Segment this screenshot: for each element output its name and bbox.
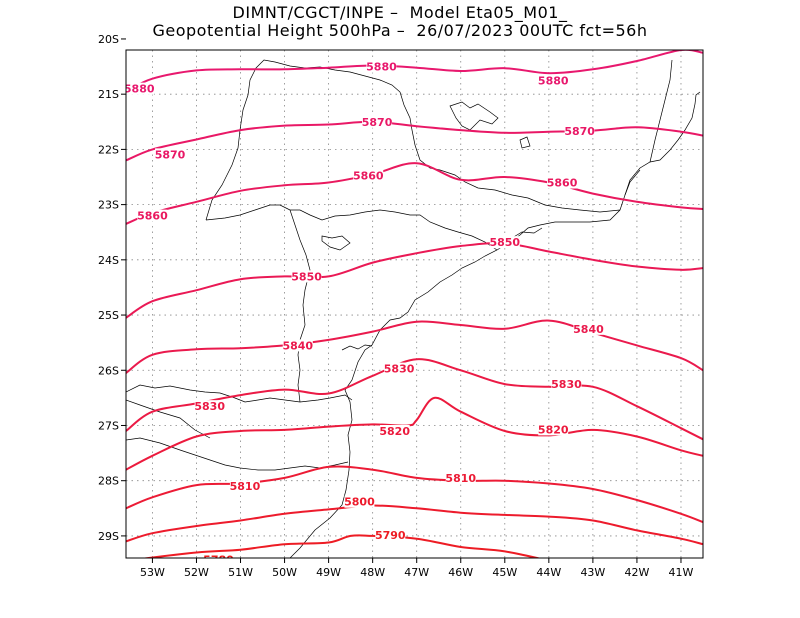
contour-labels: 5880 5880 5880 5870 5870 5870 5860 5860 5860 5850… — [124, 60, 604, 567]
contour-label-bg — [344, 495, 375, 508]
y-tick-label: 26S — [98, 364, 119, 377]
contour-label-5850: 5850 — [489, 236, 520, 249]
y-tick-label: 21S — [98, 88, 119, 101]
contour-label-5800: 5800 — [344, 496, 375, 509]
y-tick-label: 20S — [98, 33, 119, 46]
x-tick-label: 49W — [316, 566, 341, 579]
contour-label-bg — [362, 115, 393, 128]
contour-label-bg — [547, 176, 578, 189]
contour-label-5780: 5780 — [203, 554, 234, 567]
x-tick-label: 50W — [272, 566, 297, 579]
contour-label-5810: 5810 — [230, 480, 261, 493]
contour-line-5790 — [140, 534, 542, 558]
contour-label-bg — [194, 400, 225, 413]
contour-label-5880: 5880 — [538, 74, 569, 87]
y-tick-label: 22S — [98, 143, 119, 156]
x-tick-label: 45W — [492, 566, 517, 579]
contour-label-5820: 5820 — [379, 425, 410, 438]
contour-label-bg — [384, 362, 415, 375]
contour-label-bg — [229, 480, 260, 493]
x-tick-label: 48W — [360, 566, 385, 579]
y-tick-label: 23S — [98, 199, 119, 212]
contour-line-5810 — [126, 465, 703, 524]
contour-label-bg — [291, 270, 322, 283]
contour-label-bg — [445, 471, 476, 484]
contour-label-bg — [551, 378, 582, 391]
contour-label-5870: 5870 — [564, 125, 595, 138]
contour-label-5870: 5870 — [155, 148, 186, 161]
contour-line-5820 — [126, 396, 703, 471]
x-axis-ticks: 53W 52W 51W 50W 49W 48W 47W 46W 45W 44W 43W 42W 41W — [140, 558, 694, 579]
x-tick-label: 42W — [624, 566, 649, 579]
x-tick-label: 44W — [536, 566, 561, 579]
contour-line-5840 — [126, 319, 703, 374]
y-tick-label: 28S — [98, 475, 119, 488]
contour-label-5880: 5880 — [366, 61, 397, 74]
contour-label-5790: 5790 — [375, 529, 406, 542]
contour-label-5860: 5860 — [547, 177, 578, 190]
contour-line-5860 — [126, 162, 703, 225]
y-tick-label: 27S — [98, 419, 119, 432]
contour-label-5840: 5840 — [282, 339, 313, 352]
contour-label-bg — [489, 236, 520, 249]
x-tick-label: 43W — [580, 566, 605, 579]
contour-label-bg — [538, 74, 569, 87]
contour-label-bg — [379, 425, 410, 437]
contour-label-bg — [538, 423, 569, 436]
y-tick-label: 25S — [98, 309, 119, 322]
y-tick-label: 29S — [98, 530, 119, 543]
contour-line-5850 — [126, 242, 703, 319]
contour-label-bg — [282, 339, 313, 352]
contour-line-5800 — [126, 504, 703, 546]
y-axis-ticks: 20S 21S 22S 23S 24S 25S 26S 27S 28S 29S — [98, 33, 126, 543]
grid-lines — [126, 50, 703, 558]
x-tick-label: 41W — [669, 566, 694, 579]
contour-lines — [126, 50, 703, 558]
contour-label-5830: 5830 — [384, 363, 415, 376]
x-tick-label: 53W — [140, 566, 165, 579]
contour-line-5880 — [126, 50, 703, 93]
x-tick-label: 47W — [404, 566, 429, 579]
contour-label-bg — [203, 553, 234, 558]
contour-label-5870: 5870 — [362, 116, 393, 129]
chart-title: DIMNT/CGCT/INPE – Model Eta05_M01_ Geopo… — [0, 4, 800, 40]
title-line-2: Geopotential Height 500hPa – 26/07/2023 … — [152, 21, 648, 40]
contour-line-5870 — [126, 120, 703, 162]
contour-label-5860: 5860 — [353, 169, 384, 182]
x-tick-label: 51W — [228, 566, 253, 579]
contour-label-5830: 5830 — [194, 400, 225, 413]
contour-label-bg — [353, 169, 384, 182]
contour-label-bg — [366, 60, 397, 73]
x-tick-label: 52W — [184, 566, 209, 579]
contour-label-bg — [573, 322, 604, 335]
contour-label-5860: 5860 — [137, 210, 168, 223]
title-line-1: DIMNT/CGCT/INPE – Model Eta05_M01_ — [232, 3, 568, 22]
plot-frame — [125, 49, 704, 559]
contour-label-5820: 5820 — [538, 423, 569, 436]
y-tick-label: 24S — [98, 254, 119, 267]
coastline-and-borders — [126, 59, 701, 558]
contour-label-bg — [126, 82, 155, 95]
contour-label-5830: 5830 — [551, 378, 582, 391]
contour-label-bg — [564, 125, 595, 138]
contour-label-5840: 5840 — [573, 323, 604, 336]
contour-label-bg — [155, 148, 186, 161]
contour-label-5810: 5810 — [445, 472, 476, 485]
contour-label-5850: 5850 — [291, 270, 322, 283]
x-tick-label: 46W — [448, 566, 473, 579]
contour-label-5880: 5880 — [124, 83, 155, 96]
contour-label-bg — [375, 528, 406, 541]
contour-label-bg — [137, 209, 168, 222]
